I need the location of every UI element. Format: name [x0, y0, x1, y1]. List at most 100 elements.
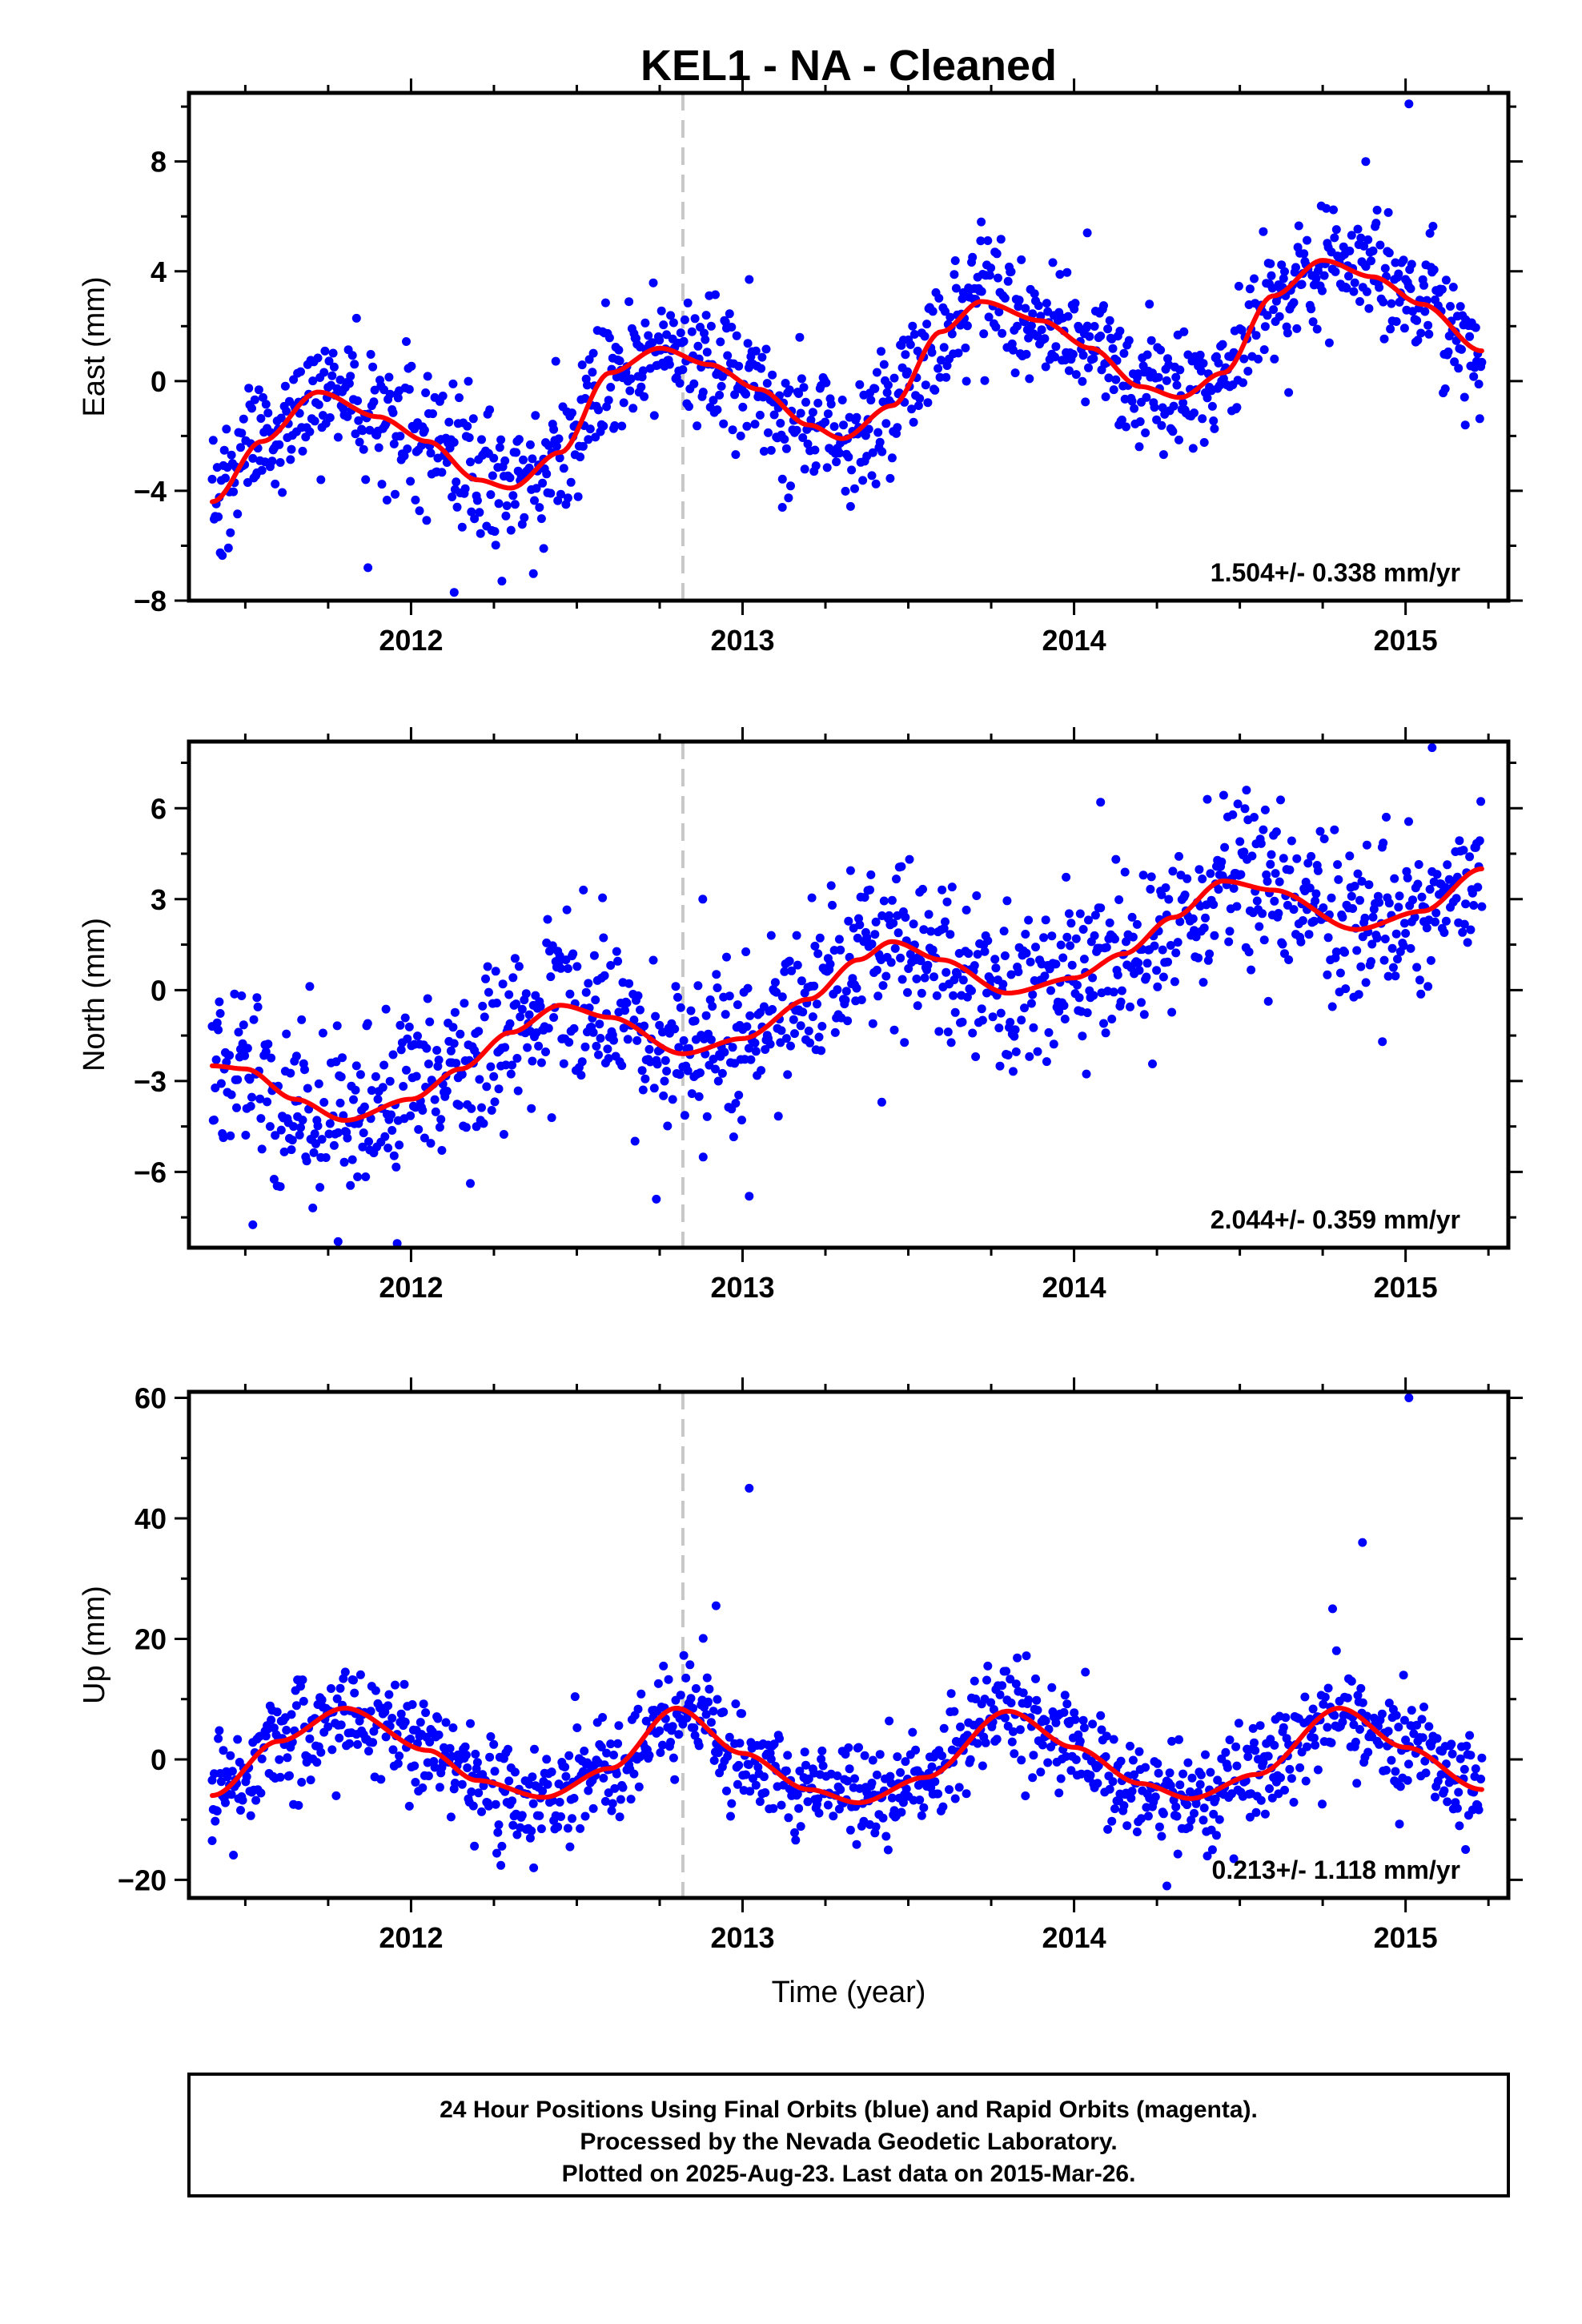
data-point	[358, 426, 367, 436]
data-point	[604, 333, 614, 343]
data-point	[296, 1123, 305, 1132]
data-point	[823, 409, 833, 419]
data-point	[800, 1747, 809, 1757]
data-point	[689, 1723, 699, 1732]
data-point	[896, 953, 905, 963]
data-point	[1224, 937, 1234, 947]
data-point	[461, 1123, 471, 1132]
data-point	[670, 1024, 680, 1034]
data-point	[1382, 1766, 1391, 1775]
data-point	[1022, 1651, 1031, 1661]
data-point	[865, 885, 874, 895]
data-point	[741, 1770, 751, 1779]
data-point	[745, 1787, 755, 1796]
data-point	[1094, 1761, 1103, 1771]
data-point	[1375, 1739, 1384, 1749]
data-point	[1276, 795, 1285, 805]
data-point	[287, 1145, 296, 1155]
data-point	[1199, 1815, 1208, 1825]
data-point	[689, 1703, 698, 1713]
data-point	[881, 1831, 891, 1841]
data-point	[1457, 344, 1466, 354]
data-point	[731, 450, 741, 460]
data-point	[994, 308, 1004, 316]
data-point	[450, 1779, 460, 1787]
data-point	[1420, 1756, 1430, 1766]
data-point	[312, 1758, 322, 1767]
data-point	[1051, 959, 1061, 969]
y-tick-label: 8	[151, 146, 167, 179]
data-point	[751, 1047, 761, 1056]
data-point	[415, 506, 424, 516]
data-point	[943, 1027, 953, 1037]
data-point	[973, 1739, 982, 1748]
data-point	[1395, 1782, 1405, 1791]
data-point	[1344, 271, 1353, 281]
data-point	[1132, 1827, 1142, 1836]
data-point	[214, 1025, 223, 1035]
data-point	[674, 1043, 684, 1052]
data-point	[1168, 427, 1178, 436]
data-point	[989, 1705, 998, 1715]
data-point	[905, 854, 914, 864]
data-point	[491, 1799, 500, 1809]
data-point	[1235, 837, 1245, 846]
data-point	[1477, 357, 1487, 367]
data-point	[438, 392, 448, 400]
data-point	[873, 991, 883, 1001]
data-point	[1174, 1735, 1183, 1744]
data-point	[436, 1115, 446, 1124]
data-point	[1051, 1718, 1061, 1727]
data-point	[656, 1748, 665, 1757]
data-point	[983, 1661, 993, 1671]
data-point	[1353, 869, 1363, 879]
data-point	[329, 1140, 339, 1150]
data-point	[1157, 1831, 1166, 1841]
data-point	[1093, 1779, 1102, 1788]
data-point	[285, 1771, 294, 1780]
data-point	[544, 1023, 553, 1033]
data-point	[609, 1751, 618, 1759]
data-point	[594, 405, 603, 415]
data-point	[1145, 300, 1154, 309]
data-point	[1459, 846, 1468, 855]
data-point	[676, 328, 685, 338]
data-point	[318, 411, 327, 420]
data-point	[396, 1020, 405, 1030]
data-point	[403, 1034, 412, 1043]
data-point	[872, 965, 881, 975]
data-point	[448, 379, 458, 388]
y-tick-label: 6	[151, 792, 167, 825]
data-point	[1468, 888, 1477, 898]
data-point	[817, 1755, 826, 1764]
data-point	[653, 1679, 663, 1688]
data-point	[1233, 799, 1243, 809]
data-point	[1289, 905, 1299, 915]
data-point	[717, 381, 726, 391]
data-point	[1471, 323, 1480, 332]
data-point	[1404, 1759, 1413, 1769]
data-point	[240, 1051, 250, 1060]
data-point	[845, 1764, 854, 1774]
data-point	[573, 492, 583, 501]
data-point	[233, 509, 243, 519]
data-point	[1423, 982, 1433, 991]
data-point	[508, 1796, 517, 1806]
data-point	[1211, 1794, 1220, 1803]
data-point	[798, 1007, 808, 1017]
data-point	[588, 1803, 598, 1813]
data-point	[890, 943, 900, 953]
data-point	[1460, 420, 1470, 430]
data-point	[1109, 385, 1118, 395]
data-point	[1126, 1002, 1134, 1011]
data-point	[1175, 365, 1185, 375]
data-point	[903, 367, 912, 376]
data-point	[355, 1670, 365, 1679]
data-point	[367, 1086, 376, 1096]
data-point	[491, 541, 500, 550]
data-point	[517, 1811, 527, 1820]
data-point	[400, 451, 409, 460]
data-point	[457, 522, 467, 532]
data-point	[685, 402, 693, 412]
data-point	[917, 1811, 926, 1820]
